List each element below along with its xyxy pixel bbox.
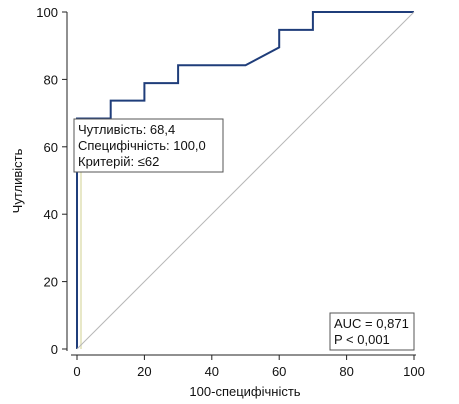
y-tick-label: 40	[44, 207, 58, 222]
tick-labels: 0 20 40 60 80 100 0 20 40 60 80 100	[36, 5, 425, 379]
axes	[62, 11, 416, 360]
x-tick-label: 100	[403, 364, 425, 379]
y-tick-label: 60	[44, 140, 58, 155]
x-tick-label: 20	[137, 364, 151, 379]
y-tick-label: 0	[51, 342, 58, 357]
x-tick-label: 0	[73, 364, 80, 379]
criterion-box-frame	[73, 118, 224, 173]
criterion-box: Чутливість: 68,4 Специфічність: 100,0 Кр…	[73, 118, 224, 173]
y-axis-title: Чутливість	[10, 148, 25, 213]
plot-area	[76, 11, 415, 350]
criterion-box-line: Чутливість: 68,4	[78, 122, 175, 137]
x-tick-label: 40	[205, 364, 219, 379]
roc-curve-line	[76, 11, 414, 349]
x-tick-label: 60	[272, 364, 286, 379]
y-tick-label: 80	[44, 72, 58, 87]
p-value-label: P < 0,001	[334, 332, 390, 347]
auc-label: AUC = 0,871	[334, 316, 409, 331]
y-tick-label: 100	[36, 5, 58, 20]
reference-diagonal-line	[76, 11, 415, 350]
x-tick-label: 80	[339, 364, 353, 379]
criterion-box-line: Критерій: ≤62	[78, 154, 159, 169]
stats-box-frame	[329, 312, 415, 351]
y-tick-label: 20	[44, 275, 58, 290]
criterion-box-line: Специфічність: 100,0	[78, 138, 206, 153]
stats-box: AUC = 0,871 P < 0,001	[329, 312, 415, 351]
x-axis-title: 100-специфічність	[189, 384, 300, 399]
